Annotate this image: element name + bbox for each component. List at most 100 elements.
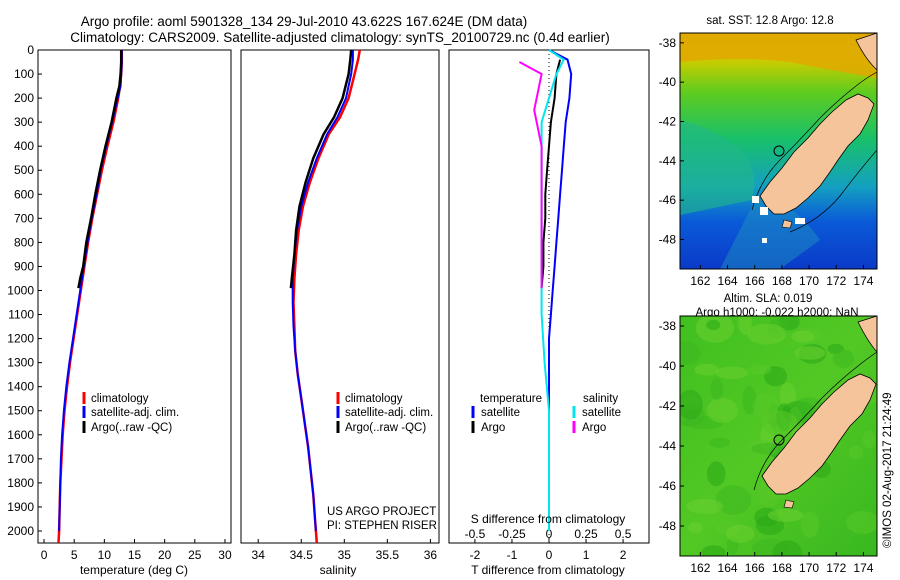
depth-tick-label: 200 [14,91,34,105]
legend-s-satellite-label: satellite [582,407,621,419]
missing-data-patch [795,218,805,224]
x-tick-label: 35.5 [376,548,400,562]
map-x-tick-label: 170 [799,274,819,288]
sla-map-frame [679,315,878,557]
t-difference-label: T difference from climatology [471,563,625,577]
sla-texture-blob [760,410,798,435]
warm-water-region [680,33,877,78]
map-x-tick-label: 166 [745,561,765,575]
sla-texture-blob [710,378,724,400]
depth-tick-label: 600 [14,187,34,201]
temperature-legend: climatology satellite-adj. clim. Argo(..… [82,392,179,434]
stewart-island [781,219,793,229]
x-tick-label: 36 [424,548,438,562]
depth-tick-label: 2000 [7,524,34,538]
map-y-tick-label: -46 [659,479,677,493]
map-y-tick-label: -42 [659,399,677,413]
depth-tick-label: 1100 [8,308,34,322]
sla-texture-blob [686,498,724,514]
legend-climatology-label: climatology [345,393,403,405]
legend-salinity-title: salinity [583,393,618,405]
sla-texture-blob [725,524,755,543]
legend-satellite-label: satellite-adj. clim. [345,407,433,419]
sla-texture-blob [709,437,730,448]
map-x-tick-label: 172 [826,561,846,575]
map-x-tick-label: 166 [745,274,765,288]
temperature-series [57,50,124,544]
sst-map-frame [679,32,878,270]
map-x-tick-label: 168 [772,561,792,575]
depth-tick-label: 1400 [7,380,34,394]
series-line-argo-raw-qc [289,49,353,289]
sla-texture-blob [832,349,855,368]
series-line-climatology [292,49,362,544]
depth-tick-label: 500 [14,163,34,177]
south-water-region [720,190,820,269]
south-island [761,373,877,495]
salinity-series [289,49,362,544]
imos-watermark: ©IMOS 02-Aug-2017 21:24:49 [882,392,894,548]
s-tick-label: -0.25 [498,527,526,541]
sla-texture-blob [747,323,787,345]
map-y-tick-label: -40 [659,75,677,89]
sla-texture-blob [791,330,815,343]
map-y-tick-label: -38 [659,319,677,333]
salinity-legend: climatology satellite-adj. clim. Argo(..… [336,392,433,434]
x-tick-label: 35 [338,548,352,562]
legend-argo-label: Argo(..raw -QC) [345,422,426,434]
x-tick-label: 0 [41,548,48,562]
salinity-x-ticks: 34 34.5 35 35.5 36 [252,539,438,562]
sla-texture-blob [800,511,820,538]
argo-location-marker [773,434,785,446]
series-line-t-argo [540,59,562,289]
depth-tick-label: 900 [14,259,34,273]
salinity-panel-frame [240,49,440,544]
map-y-tick-label: -48 [659,233,677,247]
depth-tick-label: 1700 [7,452,34,466]
sla-texture-blob [706,319,721,331]
temperature-x-label: temperature (deg C) [80,563,188,577]
map-x-tick-label: 174 [853,561,873,575]
x-tick-label: 10 [98,548,112,562]
sst-map-ticks: 162 164 166 168 170 172 174 -38 -40 -42 -44 -46 -48 [659,36,874,288]
x-tick-label: 5 [71,548,78,562]
sla-texture-blob [848,445,864,459]
sla-texture-blob [706,461,726,487]
depth-tick-label: 1900 [7,500,34,514]
map-y-tick-label: -44 [659,154,677,168]
difference-x-ticks: -2 -1 0 1 2 [470,539,627,562]
pi-label: PI: STEPHEN RISER [327,520,437,532]
series-line-s-argo [518,61,543,289]
depth-tick-label: 1000 [7,283,34,297]
sla-texture-blob [751,442,789,455]
x-tick-label: 20 [158,548,172,562]
sst-map [680,33,877,269]
missing-data-patch [762,238,767,243]
sla-texture-blob [694,363,720,376]
north-island [855,33,877,71]
difference-series [518,49,573,543]
difference-s-ticks: -0.5-0.2500.250.5 [465,527,632,541]
s-tick-label: -0.5 [465,527,486,541]
x-tick-label: -2 [470,548,481,562]
missing-data-patch [752,196,759,203]
depth-tick-label: 1800 [7,476,34,490]
x-tick-label: 1 [583,548,590,562]
sla-texture-blob [680,341,701,366]
sla-texture-blob [738,316,752,335]
sla-texture-blob [779,382,796,408]
map-y-tick-label: -38 [659,36,677,50]
sla-map-ticks: 162 164 166 168 170 172 174 -38 -40 -42 -44 -46 -48 [659,319,874,575]
s-tick-label: 0.25 [574,527,598,541]
temperature-panel-frame [37,49,232,544]
map-y-tick-label: -46 [659,193,677,207]
map-y-tick-label: -40 [659,359,677,373]
sla-texture-blob [768,508,804,522]
s-difference-label: S difference from climatology [471,512,626,526]
sla-texture-blob [772,540,803,556]
south-island [759,93,875,215]
legend-temperature-title: temperature [480,393,542,405]
sla-texture-blob [862,430,876,449]
bathymetry-contour [751,71,877,211]
